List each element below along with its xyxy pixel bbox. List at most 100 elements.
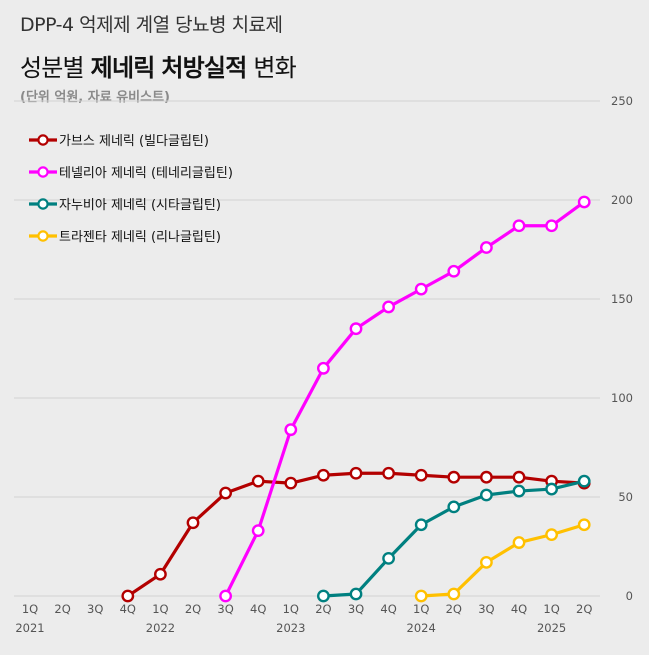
data-point bbox=[577, 518, 591, 532]
data-point bbox=[447, 500, 461, 514]
x-tick-label: 2Q bbox=[576, 602, 592, 616]
title-part1: 성분별 bbox=[20, 54, 91, 82]
series-2 bbox=[316, 474, 591, 603]
x-tick-label: 2Q bbox=[185, 602, 201, 616]
legend-item: 가브스 제네릭 (빌다글립틴) bbox=[29, 134, 209, 149]
data-point bbox=[121, 589, 135, 603]
data-point bbox=[512, 536, 526, 549]
data-point bbox=[153, 567, 167, 581]
data-point bbox=[349, 466, 363, 480]
data-point bbox=[479, 470, 493, 484]
series-1 bbox=[219, 195, 591, 603]
legend-label: 트라젠타 제네릭 (리나글립틴) bbox=[59, 230, 221, 245]
x-tick-label: 1Q bbox=[413, 602, 429, 616]
y-tick-label: 50 bbox=[618, 490, 633, 504]
x-tick-label: 4Q bbox=[250, 602, 266, 616]
series-lines bbox=[121, 195, 591, 603]
x-tick-label: 1Q bbox=[152, 602, 168, 616]
legend-label: 가브스 제네릭 (빌다글립틴) bbox=[59, 134, 209, 149]
data-point bbox=[251, 524, 265, 538]
data-point bbox=[447, 470, 461, 484]
data-point bbox=[447, 587, 461, 601]
chart-title: 성분별 제네릭 처방실적 변화 bbox=[20, 48, 297, 83]
title-bold1: 제네릭 bbox=[90, 54, 156, 82]
data-point bbox=[349, 322, 363, 336]
data-point bbox=[447, 264, 461, 278]
data-point bbox=[414, 468, 428, 482]
data-point bbox=[219, 589, 233, 603]
grid-lines bbox=[14, 100, 600, 597]
legend: 가브스 제네릭 (빌다글립틴) 테넬리아 제네릭 (테네리글립틴) 자누비아 제네릭… bbox=[29, 134, 233, 245]
data-point bbox=[186, 516, 200, 530]
data-point bbox=[512, 219, 526, 233]
x-tick-label: 2Q bbox=[446, 602, 462, 616]
series-line bbox=[323, 479, 585, 598]
data-point bbox=[577, 195, 591, 209]
x-tick-label: 1Q bbox=[22, 602, 38, 616]
data-point bbox=[316, 361, 330, 375]
x-year-label: 2024 bbox=[407, 621, 436, 635]
data-point bbox=[479, 555, 493, 569]
legend-label: 자누비아 제네릭 (시타글립틴) bbox=[59, 198, 221, 213]
x-tick-label: 2Q bbox=[315, 602, 331, 616]
chart-supertitle: DPP-4 억제제 계열 당뇨병 치료제 bbox=[20, 14, 283, 36]
data-point bbox=[316, 589, 330, 603]
x-year-label: 2022 bbox=[146, 621, 175, 635]
legend-item: 테넬리아 제네릭 (테네리글립틴) bbox=[29, 166, 233, 181]
x-tick-label: 3Q bbox=[217, 602, 233, 616]
data-point bbox=[479, 488, 493, 502]
title-part3: 변화 bbox=[246, 54, 296, 82]
data-point bbox=[414, 589, 428, 603]
y-tick-label: 150 bbox=[611, 292, 633, 306]
data-point bbox=[284, 423, 298, 437]
data-point bbox=[382, 466, 395, 480]
data-point bbox=[545, 528, 558, 542]
legend-swatch-marker bbox=[37, 166, 49, 178]
legend-swatch-marker bbox=[37, 134, 49, 146]
x-tick-label: 3Q bbox=[478, 602, 494, 616]
legend-item: 자누비아 제네릭 (시타글립틴) bbox=[29, 198, 221, 213]
x-axis-ticks: 1Q 2Q 3Q 4Q 1Q 2Q 3Q 4Q 1Q 2Q 3Q 4Q 1Q 2Q 3Q 4Q 1Q 2Q 2021… bbox=[15, 602, 592, 635]
data-point bbox=[479, 241, 493, 254]
data-point bbox=[512, 484, 526, 498]
data-point bbox=[577, 474, 591, 488]
x-year-label: 2023 bbox=[276, 621, 305, 635]
y-axis-ticks: 0 50 100 150 200 250 bbox=[611, 94, 633, 603]
x-year-label: 2021 bbox=[15, 621, 44, 635]
data-point bbox=[349, 587, 363, 601]
x-year-label: 2025 bbox=[537, 621, 566, 635]
x-tick-label: 3Q bbox=[348, 602, 364, 616]
data-point bbox=[414, 518, 428, 532]
x-tick-label: 1Q bbox=[283, 602, 299, 616]
legend-swatch-marker bbox=[37, 230, 49, 242]
legend-label: 테넬리아 제네릭 (테네리글립틴) bbox=[59, 166, 233, 181]
data-point bbox=[545, 219, 558, 233]
x-tick-label: 4Q bbox=[511, 602, 527, 616]
series-0 bbox=[121, 466, 591, 603]
x-tick-label: 3Q bbox=[87, 602, 103, 616]
data-point bbox=[316, 468, 330, 482]
x-tick-label: 2Q bbox=[54, 602, 70, 616]
x-tick-label: 1Q bbox=[543, 602, 559, 616]
legend-item: 트라젠타 제네릭 (리나글립틴) bbox=[29, 230, 221, 245]
x-tick-label: 4Q bbox=[120, 602, 136, 616]
y-tick-label: 250 bbox=[611, 94, 633, 108]
data-point bbox=[284, 476, 298, 490]
legend-swatch-marker bbox=[37, 198, 49, 210]
data-point bbox=[251, 474, 265, 488]
series-line bbox=[224, 200, 586, 597]
title-bold2: 처방실적 bbox=[161, 54, 247, 82]
series-3 bbox=[414, 518, 591, 603]
y-tick-label: 200 bbox=[611, 193, 633, 207]
y-tick-label: 100 bbox=[611, 391, 633, 405]
data-point bbox=[414, 282, 428, 296]
data-point bbox=[545, 482, 558, 496]
series-line bbox=[421, 523, 585, 598]
data-point bbox=[382, 300, 395, 314]
y-tick-label: 0 bbox=[626, 589, 633, 603]
data-point bbox=[382, 551, 395, 565]
x-tick-label: 4Q bbox=[380, 602, 396, 616]
data-point bbox=[512, 470, 526, 484]
data-point bbox=[219, 486, 233, 500]
